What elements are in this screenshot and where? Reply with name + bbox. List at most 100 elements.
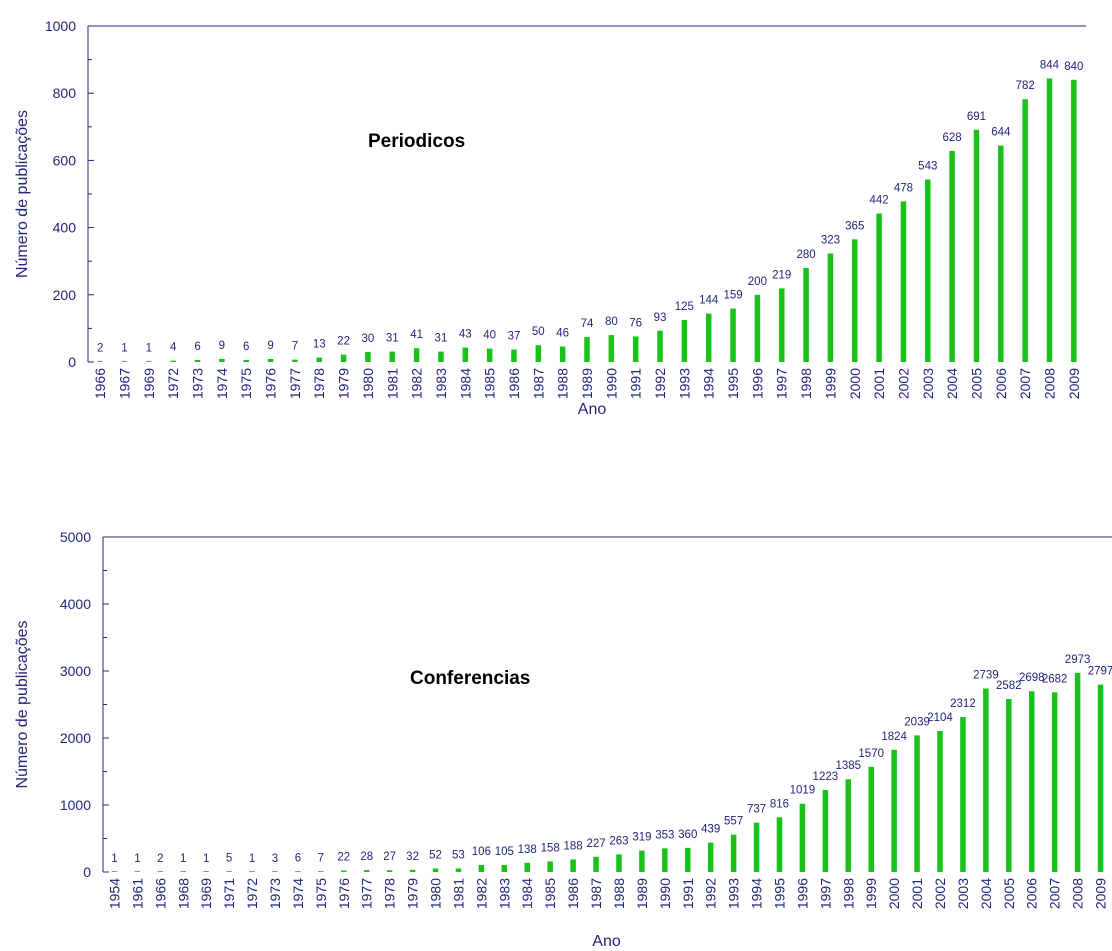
bar-value-label: 22 [337, 852, 350, 864]
x-tick-label: 1981 [384, 368, 400, 399]
x-tick-label: 1987 [588, 878, 604, 909]
bar [170, 360, 176, 362]
bar-value-label: 2582 [996, 680, 1022, 692]
bar-value-label: 543 [918, 161, 937, 173]
x-tick-label: 2008 [1070, 878, 1086, 909]
bar-value-label: 1 [146, 343, 152, 355]
x-tick-label: 1986 [565, 878, 581, 909]
x-tick-label: 1988 [555, 368, 571, 399]
bar [1046, 78, 1053, 362]
bar [1074, 672, 1081, 872]
bar-value-label: 691 [967, 111, 986, 123]
x-tick-label: 1983 [496, 878, 512, 909]
bar [295, 871, 301, 872]
bar-value-label: 50 [532, 326, 545, 338]
bar [852, 239, 858, 362]
bar [438, 351, 444, 362]
bar [778, 288, 785, 362]
x-tick-label: 1991 [628, 368, 644, 399]
bar [891, 749, 897, 872]
bar [226, 871, 232, 872]
x-tick-label: 1991 [680, 878, 696, 909]
x-tick-label: 1982 [409, 368, 425, 399]
bar-value-label: 439 [701, 824, 720, 836]
bar-value-label: 41 [410, 329, 423, 341]
bar-value-label: 2973 [1065, 654, 1091, 666]
y-tick-label: 600 [53, 152, 77, 168]
x-tick-label: 1972 [244, 878, 260, 909]
bar [559, 346, 566, 362]
bar-value-label: 1570 [858, 748, 884, 760]
x-tick-label: 1973 [190, 368, 206, 399]
x-tick-label: 1997 [774, 368, 790, 399]
x-tick-label: 1976 [263, 368, 279, 399]
x-tick-label: 2005 [968, 368, 984, 399]
bar [157, 871, 164, 872]
bar-value-label: 1223 [813, 771, 839, 783]
bar-value-label: 22 [337, 336, 350, 348]
x-tick-label: 1987 [530, 368, 546, 399]
bar [584, 337, 590, 362]
x-tick-label: 1961 [129, 878, 145, 909]
bar [511, 349, 517, 362]
x-tick-label: 1998 [798, 368, 814, 399]
conferencias-title: Conferencias [410, 668, 530, 689]
periodicos-chart: 0 200 400 600 800 1000 2 1966 1 1967 1 1969 4 1972 6 19… [14, 18, 1086, 418]
bar-value-label: 31 [435, 333, 448, 345]
y-tick-label: 800 [53, 85, 77, 101]
bar-value-label: 4 [170, 342, 177, 354]
bar [363, 870, 370, 872]
y-axis-title: Número de publicações [14, 110, 31, 278]
bar [272, 871, 278, 872]
bar [413, 348, 420, 362]
x-tick-label: 2001 [871, 368, 887, 399]
bar [822, 790, 829, 872]
x-tick-label: 1993 [726, 878, 742, 909]
bar-value-label: 30 [362, 333, 375, 345]
x-tick-label: 1986 [506, 368, 522, 399]
x-tick-label: 1966 [152, 878, 168, 909]
bar-value-label: 365 [845, 220, 864, 232]
bar [998, 145, 1004, 362]
bar-value-label: 31 [386, 333, 399, 345]
x-tick-label: 2007 [1017, 368, 1033, 399]
y-tick-label: 1000 [60, 797, 91, 813]
y-tick-label: 4000 [60, 596, 91, 612]
bar [180, 871, 187, 872]
bar [1006, 699, 1012, 872]
bar-value-label: 28 [360, 851, 373, 863]
bar [1097, 684, 1104, 872]
bar-value-label: 782 [1016, 80, 1035, 92]
bar [803, 267, 809, 362]
x-tick-label: 1994 [749, 878, 765, 909]
x-tick-label: 2000 [847, 368, 863, 399]
x-tick-label: 2000 [886, 878, 902, 909]
bar [267, 358, 274, 362]
y-tick-label: 200 [53, 287, 77, 303]
y-tick-label: 5000 [60, 529, 91, 545]
x-tick-label: 1969 [198, 878, 214, 909]
bar [1028, 691, 1035, 872]
x-tick-label: 1999 [822, 368, 838, 399]
bar [707, 842, 714, 872]
bar-value-label: 74 [581, 318, 594, 330]
bar-value-label: 442 [870, 194, 889, 206]
x-tick-label: 1992 [652, 368, 668, 399]
bar-value-label: 2797 [1088, 666, 1112, 678]
bar-value-label: 6 [243, 341, 249, 353]
bar-value-label: 53 [452, 849, 465, 861]
x-tick-label: 1977 [359, 878, 375, 909]
bar-value-label: 319 [632, 832, 651, 844]
bar-value-label: 323 [821, 234, 840, 246]
bar [827, 253, 834, 362]
bar [753, 822, 760, 872]
bar [455, 868, 462, 872]
x-tick-label: 1975 [313, 878, 329, 909]
x-tick-label: 1975 [238, 368, 254, 399]
bar-value-label: 13 [313, 339, 326, 351]
bar-value-label: 219 [772, 269, 791, 281]
bar-value-label: 2039 [904, 716, 930, 728]
bar-value-label: 46 [556, 328, 569, 340]
bar [914, 735, 920, 872]
